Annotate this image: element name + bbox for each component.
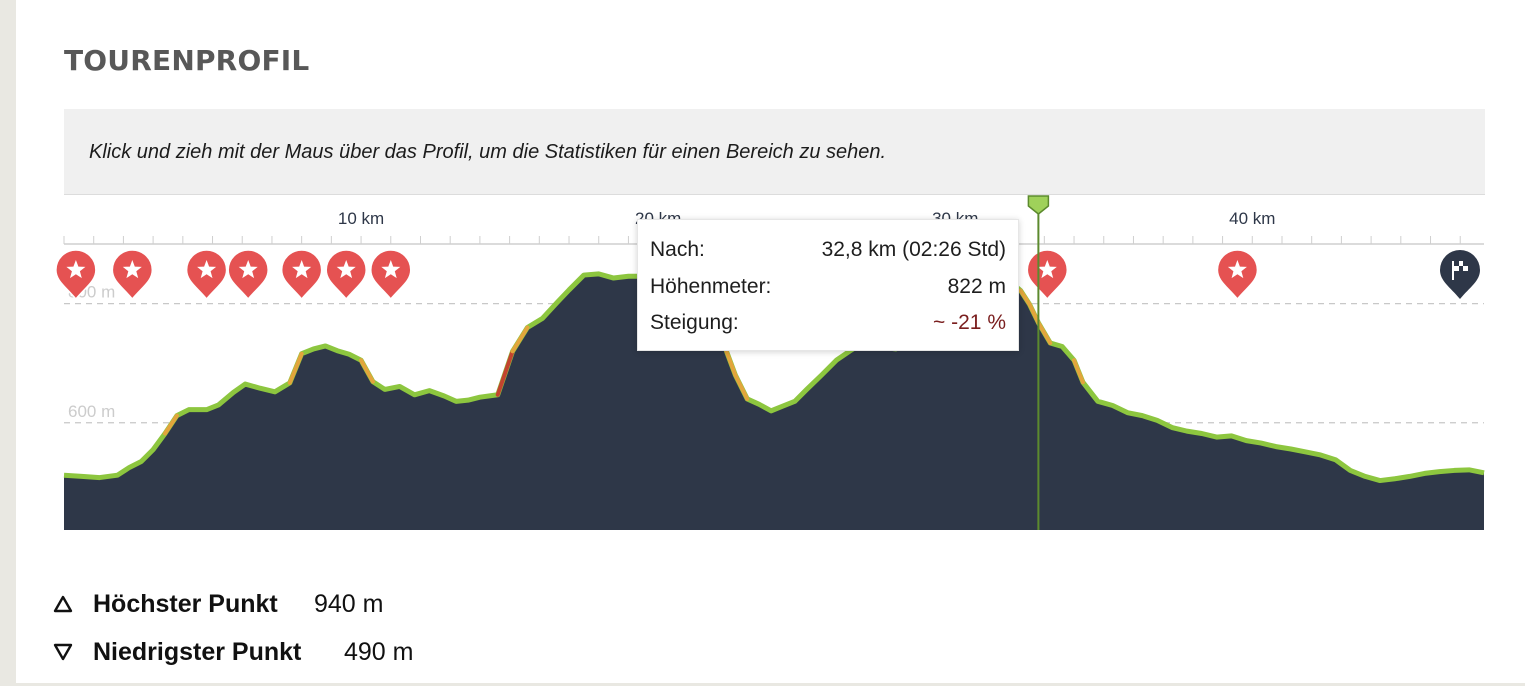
tooltip-slope-label: Steigung: — [650, 311, 739, 334]
tooltip-elevation-label: Höhenmeter: — [650, 275, 772, 298]
hint-box: Klick und zieh mit der Maus über das Pro… — [64, 109, 1485, 195]
profile-slope-segment — [510, 325, 530, 354]
poi-marker[interactable] — [280, 249, 323, 301]
stat-lowest-value: 490 m — [344, 638, 414, 666]
cursor-handle[interactable] — [1027, 195, 1050, 215]
poi-marker[interactable] — [1216, 249, 1259, 301]
star-icon — [66, 260, 86, 279]
profile-slope-segment — [1072, 358, 1085, 385]
star-icon — [122, 260, 142, 279]
star-icon — [381, 260, 401, 279]
profile-slope-segment — [287, 351, 304, 385]
star-icon — [197, 260, 217, 279]
poi-marker[interactable] — [370, 249, 412, 301]
profile-tooltip: Nach: 32,8 km (02:26 Std) Höhenmeter: 82… — [637, 219, 1019, 351]
tooltip-slope-row: Steigung: ~ -21 % — [650, 311, 1006, 341]
profile-slope-segment — [359, 358, 375, 384]
poi-marker[interactable] — [55, 249, 97, 301]
poi-markers[interactable] — [55, 249, 1480, 301]
tooltip-elevation-row: Höhenmeter: 822 m — [650, 275, 1006, 305]
poi-marker[interactable] — [185, 249, 228, 301]
tooltip-distance-label: Nach: — [650, 238, 705, 261]
tooltip-elevation-value: 822 m — [947, 275, 1006, 298]
poi-marker[interactable] — [227, 249, 269, 301]
poi-marker[interactable] — [1026, 249, 1069, 301]
finish-marker[interactable] — [1440, 250, 1480, 299]
poi-marker[interactable] — [325, 249, 367, 301]
poi-marker[interactable] — [111, 249, 154, 301]
profile-slope-segment — [1036, 320, 1053, 345]
tooltip-distance-row: Nach: 32,8 km (02:26 Std) — [650, 238, 1006, 268]
tooltip-distance-value: 32,8 km (02:26 Std) — [821, 238, 1006, 261]
profile-slope-segment — [724, 349, 738, 378]
star-icon — [336, 260, 356, 279]
stat-lowest-label: Niedrigster Punkt — [93, 638, 302, 666]
triangle-down-icon — [53, 643, 73, 661]
profile-slope-segment — [1018, 288, 1032, 307]
triangle-up-icon — [53, 595, 73, 613]
profile-line — [63, 271, 1485, 484]
y-tick-label: 600 m — [68, 402, 115, 421]
x-tick-label: 40 km — [1229, 209, 1275, 228]
x-tick-label: 10 km — [338, 209, 384, 228]
profile-slope-segment — [163, 413, 179, 436]
profile-area[interactable] — [63, 271, 1485, 530]
profile-area-fill[interactable] — [64, 273, 1484, 530]
profile-slope-segment — [495, 349, 515, 397]
profile-slope-segment — [1027, 302, 1041, 325]
hint-text: Klick und zieh mit der Maus über das Pro… — [89, 141, 887, 163]
star-icon — [1227, 260, 1247, 279]
star-icon — [1037, 260, 1057, 279]
tooltip-slope-value: ~ -21 % — [933, 311, 1006, 334]
stat-highest-label: Höchster Punkt — [93, 590, 278, 618]
cursor[interactable] — [1027, 195, 1050, 530]
content-panel: TOURENPROFIL Klick und zieh mit der Maus… — [16, 0, 1525, 683]
stat-highest-value: 940 m — [314, 590, 384, 618]
profile-slope-segment — [733, 373, 750, 401]
finish-flag-icon — [1452, 261, 1468, 280]
star-icon — [238, 260, 258, 279]
section-title: TOURENPROFIL — [64, 44, 310, 77]
star-icon — [292, 260, 312, 279]
